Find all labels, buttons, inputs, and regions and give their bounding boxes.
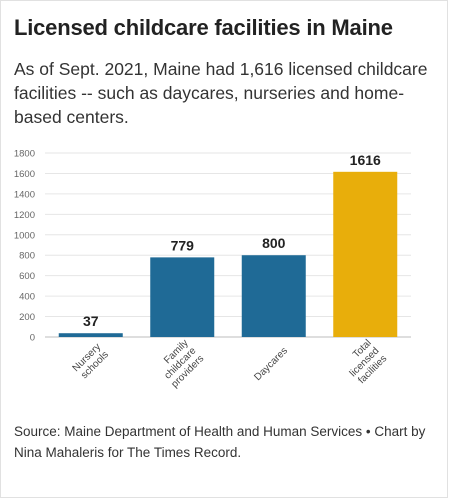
bar: [150, 257, 215, 337]
source-credit: Source: Maine Department of Health and H…: [14, 424, 426, 460]
data-label: 779: [171, 237, 195, 253]
y-tick-label: 0: [30, 333, 35, 344]
y-tick-label: 1000: [14, 230, 35, 241]
x-tick-label: Daycares: [252, 345, 290, 383]
x-tick-label: Familychildcareproviders: [154, 337, 207, 390]
y-tick-label: 1800: [14, 149, 35, 160]
y-tick-label: 800: [19, 251, 35, 262]
bar: [333, 171, 398, 337]
y-tick-label: 600: [19, 271, 35, 282]
bar: [241, 255, 306, 337]
data-label: 37: [83, 313, 99, 329]
x-tick-label: Totallicensedfacilities: [340, 338, 389, 387]
chart-subtitle: As of Sept. 2021, Maine had 1,616 licens…: [14, 59, 428, 127]
bar-chart: 0 200 400 600 800 1000 1200 1400 1600 1800 37 Nurse…: [14, 149, 411, 390]
y-tick-label: 200: [19, 312, 35, 323]
data-label: 1616: [350, 152, 381, 168]
y-tick-label: 400: [19, 292, 35, 303]
chart-title: Licensed childcare facilities in Maine: [14, 15, 393, 40]
x-tick-label-line: Daycares: [252, 345, 290, 383]
data-label: 800: [262, 235, 286, 251]
bar: [58, 333, 123, 337]
y-tick-label: 1200: [14, 210, 35, 221]
y-tick-label: 1400: [14, 189, 35, 200]
y-tick-label: 1600: [14, 169, 35, 180]
x-tick-label: Nurseryschools: [71, 342, 111, 382]
